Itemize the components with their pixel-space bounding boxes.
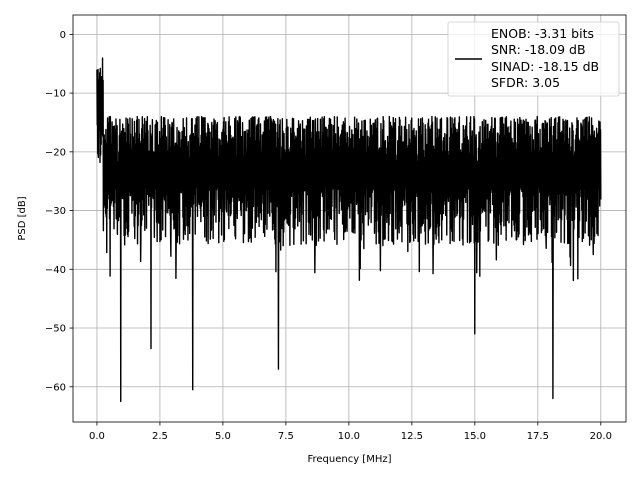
x-tick-label: 2.5 — [152, 431, 168, 442]
x-tick-label: 15.0 — [464, 431, 486, 442]
legend-box — [447, 21, 620, 97]
y-tick-label: −40 — [45, 265, 66, 276]
legend-entry-snr: SNR: -18.09 dB — [491, 42, 586, 57]
y-tick-label: −60 — [45, 382, 66, 393]
y-tick-label: −30 — [45, 206, 66, 217]
x-tick-label: 20.0 — [590, 431, 612, 442]
plot-area — [96, 57, 602, 403]
psd-series-line — [96, 57, 602, 403]
legend-entry-sinad: SINAD: -18.15 dB — [491, 59, 599, 74]
x-axis-label: Frequency [MHz] — [307, 454, 391, 465]
y-axis-label: PSD [dB] — [17, 196, 28, 240]
x-tick-label: 7.5 — [278, 431, 294, 442]
axes-frame — [72, 14, 627, 423]
x-tick-label: 17.5 — [527, 431, 549, 442]
x-tick-label: 12.5 — [401, 431, 423, 442]
y-tick-label: −50 — [45, 324, 66, 335]
y-tick-label: −20 — [45, 147, 66, 158]
x-tick-label: 5.0 — [215, 431, 231, 442]
x-tick-label: 10.0 — [338, 431, 360, 442]
legend: ENOB: -3.31 bits SNR: -18.09 dB SINAD: -… — [447, 21, 620, 97]
legend-entry-enob: ENOB: -3.31 bits — [491, 26, 594, 41]
legend-entry-sfdr: SFDR: 3.05 — [491, 75, 560, 90]
y-tick-label: 0 — [60, 30, 66, 41]
x-tick-label: 0.0 — [89, 431, 105, 442]
y-axis-ticks: 0 −10 −20 −30 −40 −50 −60 — [45, 30, 73, 393]
y-tick-label: −10 — [45, 89, 66, 100]
x-axis-ticks: 0.0 2.5 5.0 7.5 10.0 12.5 15.0 17.5 20.0 — [89, 422, 612, 442]
